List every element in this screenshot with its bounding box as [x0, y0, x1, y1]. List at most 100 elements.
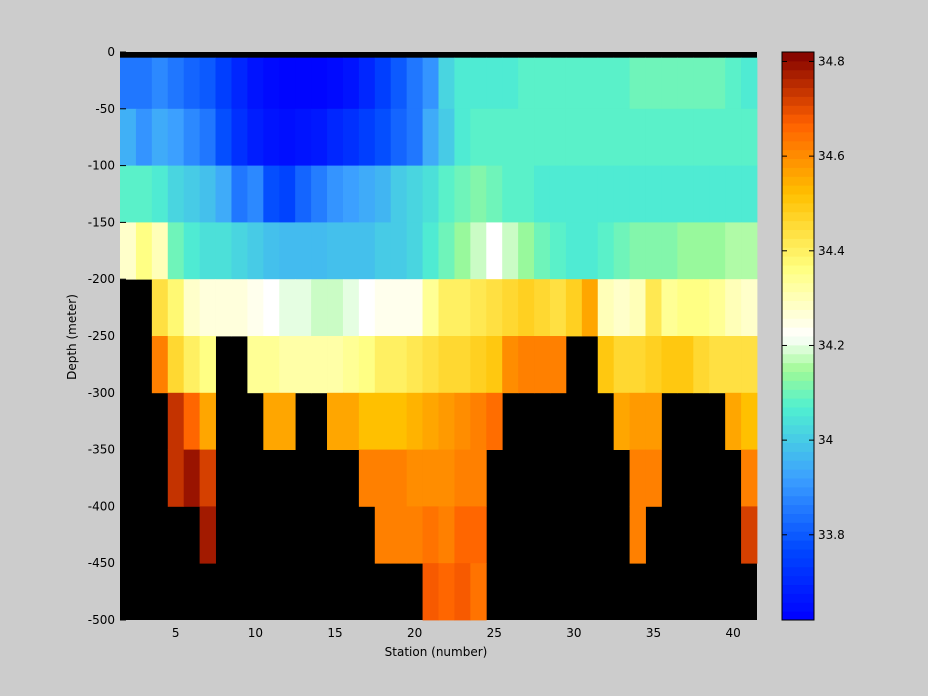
heatmap-cell: [247, 279, 264, 337]
heatmap-cell: [342, 392, 360, 450]
heatmap-cell: [470, 57, 487, 110]
colorbar-band: [782, 273, 814, 284]
heatmap-cell: [342, 279, 360, 337]
heatmap-cell: [279, 336, 296, 394]
heatmap-cell: [151, 279, 169, 337]
heatmap-cell: [725, 57, 742, 110]
heatmap-cell: [247, 57, 264, 110]
heatmap-cell: [597, 336, 615, 394]
heatmap-cell: [438, 336, 455, 394]
colorbar-band: [782, 60, 814, 71]
colorbar-band: [782, 478, 814, 488]
colorbar-band: [782, 549, 814, 559]
heatmap-cell: [629, 279, 646, 337]
heatmap-cell: [629, 506, 646, 564]
heatmap-cell: [454, 336, 471, 394]
heatmap-cell: [247, 336, 264, 394]
heatmap-cell: [311, 57, 328, 110]
y-tick-label: -50: [95, 102, 115, 116]
heatmap-cell: [390, 449, 408, 507]
heatmap-cell: [199, 108, 216, 166]
y-axis-label: Depth (meter): [65, 294, 79, 380]
heatmap-cell: [741, 506, 758, 564]
heatmap-cell: [518, 279, 535, 337]
colorbar-band: [782, 185, 814, 195]
heatmap-cell: [263, 165, 280, 223]
colorbar-band: [782, 513, 814, 523]
heatmap-cell: [470, 165, 487, 223]
heatmap-cell: [135, 165, 153, 223]
colorbar-band: [782, 300, 814, 310]
heatmap-cell: [151, 222, 169, 280]
colorbar-band: [782, 238, 814, 248]
x-tick-label: 15: [327, 626, 342, 640]
colorbar-band: [782, 451, 814, 461]
y-tick-label: -150: [88, 215, 115, 229]
heatmap-cell: [693, 336, 710, 394]
colorbar-band: [782, 407, 814, 417]
heatmap-cell: [374, 108, 392, 166]
heatmap-cell: [549, 57, 567, 110]
y-tick-label: -300: [88, 386, 115, 400]
colorbar-band: [782, 202, 814, 213]
heatmap-cell: [279, 279, 296, 337]
y-tick-label: -250: [88, 329, 115, 343]
heatmap-cell: [167, 57, 185, 110]
heatmap-cell: [199, 506, 216, 564]
colorbar-band: [782, 131, 814, 142]
heatmap-cell: [342, 165, 360, 223]
colorbar-band: [782, 211, 814, 222]
heatmap-cell: [167, 279, 185, 337]
heatmap-cell: [470, 506, 487, 564]
heatmap-cell: [438, 57, 455, 110]
heatmap-cell: [279, 222, 296, 280]
heatmap-cell: [183, 336, 201, 394]
y-tick-label: -450: [88, 556, 115, 570]
heatmap-cell: [135, 108, 153, 166]
heatmap-cell: [677, 279, 694, 337]
colorbar-band: [782, 167, 814, 177]
heatmap-cell: [231, 165, 248, 223]
heatmap-cell: [534, 336, 551, 394]
colorbar-band: [782, 362, 814, 373]
heatmap-cell: [390, 336, 408, 394]
heatmap-cell: [454, 563, 471, 621]
colorbar-band: [782, 327, 814, 337]
colorbar-band: [782, 105, 814, 115]
colorbar-band: [782, 256, 814, 266]
heatmap-cell: [438, 392, 455, 450]
heatmap-cell: [661, 165, 678, 223]
heatmap-cell: [183, 165, 201, 223]
heatmap-cell: [151, 336, 169, 394]
heatmap-cell: [709, 279, 726, 337]
heatmap-cell: [247, 222, 264, 280]
heatmap-cell: [406, 279, 423, 337]
heatmap-cell: [422, 449, 439, 507]
heatmap-cell: [454, 279, 471, 337]
heatmap-cell: [167, 222, 185, 280]
heatmap-cell: [295, 222, 312, 280]
heatmap-cell: [358, 165, 376, 223]
colorbar-band: [782, 78, 814, 89]
heatmap-cell: [183, 449, 201, 507]
colorbar-band: [782, 486, 814, 497]
heatmap-cell: [358, 449, 376, 507]
heatmap-cell: [327, 279, 344, 337]
heatmap-cell: [406, 108, 423, 166]
heatmap-cell: [295, 336, 312, 394]
colorbar-band: [782, 336, 814, 346]
heatmap-cell: [581, 165, 599, 223]
heatmap-cell: [502, 108, 519, 166]
heatmap-cell: [279, 392, 296, 450]
heatmap-cell: [183, 222, 201, 280]
colorbar-band: [782, 69, 814, 80]
heatmap-cell: [725, 336, 742, 394]
heatmap-cell: [151, 108, 169, 166]
heatmap-cell: [470, 336, 487, 394]
heatmap-cell: [374, 506, 392, 564]
heatmap-cell: [645, 57, 662, 110]
colorbar-band: [782, 265, 814, 275]
heatmap-cell: [279, 165, 296, 223]
colorbar-axis: 33.8 34 34.2 34.4 34.6 34.8: [782, 54, 845, 542]
heatmap-cell: [677, 108, 694, 166]
